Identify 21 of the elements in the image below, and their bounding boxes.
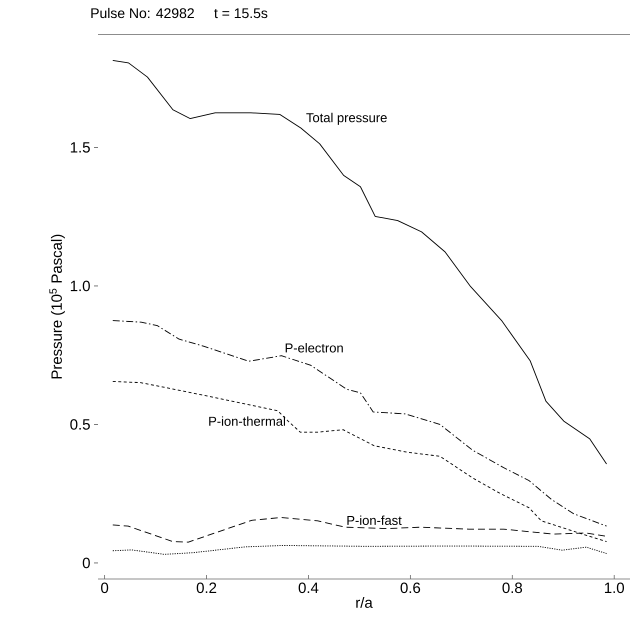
series-label: P-ion-thermal [209,416,286,426]
series-label: P-electron [286,343,343,353]
y-tick-label: 1.0 [70,280,90,292]
y-tick-label: 1.5 [70,142,90,153]
x-tick-label: 0.6 [400,582,420,594]
line-series [112,381,608,542]
series-label: P-ion-fast [347,515,402,526]
x-tick-label: 0.8 [502,582,522,594]
line-series [112,60,608,464]
x-tick-label: 1.0 [604,582,624,594]
series-label: Total pressure [306,112,387,125]
y-tick-label: 0 [82,558,90,568]
y-axis-title: Pressure (10$^{5}$ Pascal) [49,234,65,378]
chart-title: Pulse No: 42982 t = 15.5s [91,8,268,18]
x-tick-label: 0.4 [298,582,318,594]
y-tick-label: 0.5 [70,419,90,430]
line-series [112,545,608,555]
x-tick-label: 0.2 [196,582,216,594]
x-tick-label: 0 [101,582,108,594]
x-axis-title: r/a [356,596,373,608]
line-series [112,320,608,527]
